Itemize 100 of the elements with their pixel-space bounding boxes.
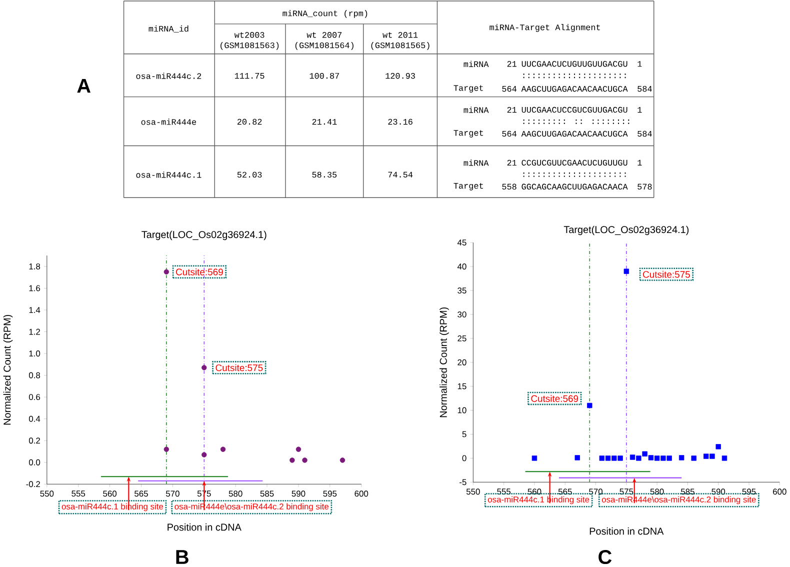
text: Target — [454, 182, 483, 190]
x-tick-label: 585 — [680, 488, 694, 494]
text: miRNA_id — [148, 25, 188, 32]
text: 23.16 — [388, 118, 412, 124]
point — [666, 455, 672, 461]
x-tick-label: 580 — [650, 488, 664, 494]
y-tick-label: 1.6 — [29, 285, 40, 292]
y-tick-label: 1.8 — [29, 263, 40, 270]
text: miRNA_count (rpm) — [282, 10, 368, 18]
x-tick-label: 585 — [260, 490, 274, 496]
point — [630, 454, 636, 460]
x-tick-label: 600 — [354, 490, 368, 496]
text: (GSM1081563) — [220, 42, 279, 50]
x-tick-label: 570 — [166, 490, 180, 496]
point — [722, 455, 728, 461]
point — [296, 446, 302, 452]
point — [220, 446, 226, 452]
y-tick-label: 0.2 — [28, 437, 40, 444]
text: ::::::::::::::::::::: — [523, 172, 626, 177]
y-tick-label: 10 — [458, 407, 466, 414]
y-tick-label: 45 — [457, 239, 466, 246]
text: wt2003 — [234, 32, 264, 38]
x-tick-label: 600 — [773, 488, 786, 494]
x-tick-label: 560 — [528, 488, 542, 494]
y-tick-label: 30 — [458, 311, 466, 318]
text: ::::::::: :: :::::::: — [523, 119, 630, 124]
y-tick-label: 0.8 — [28, 372, 40, 378]
y-tick-label: 15 — [458, 383, 466, 390]
point — [636, 455, 642, 461]
point — [624, 268, 630, 274]
point — [716, 444, 721, 450]
text: Target — [454, 130, 483, 138]
y-tick-label: 0.4 — [28, 416, 40, 422]
text: 1 — [638, 60, 642, 66]
point — [290, 457, 295, 463]
text: 74.54 — [388, 172, 413, 178]
x-tick-label: 565 — [558, 488, 572, 494]
chart-title: Target(LOC_Os02g36924.1) — [142, 230, 266, 240]
text: 578 — [638, 184, 652, 190]
text: miRNA — [464, 60, 489, 67]
text: osa-miR444c.1 — [136, 171, 202, 178]
x-tick-label: 555 — [72, 490, 86, 496]
chart-title: Target(LOC_Os02g36924.1) — [564, 226, 689, 235]
point — [678, 454, 684, 460]
x-tick-label: 550 — [466, 488, 480, 494]
x-axis-title: Position in cDNA — [590, 527, 664, 535]
annotation: Cutsite:569 — [176, 268, 223, 276]
text: AAGCUUGAGACAACAACUGCA — [521, 130, 628, 136]
y-axis-title: Normalized Count (RPM) — [440, 307, 449, 417]
text: Target — [454, 84, 483, 92]
text: AAGCUUGAGACAACAACUGCA — [521, 86, 628, 92]
y-tick-label: -5 — [460, 479, 466, 485]
text: (GSM1081565) — [371, 42, 430, 50]
text: C — [598, 550, 612, 564]
text: 1 — [638, 106, 642, 112]
x-tick-label: 565 — [134, 490, 148, 496]
x-tick-label: 570 — [589, 488, 602, 494]
y-tick-label: 0 — [462, 455, 466, 461]
text: osa-miR444c.2 — [136, 72, 202, 79]
text: 58.35 — [312, 172, 337, 178]
text: UUCGAACUCCGUCGUUGACGU — [522, 106, 628, 112]
point — [340, 457, 346, 463]
text: 564 — [502, 130, 516, 136]
text: miRNA — [464, 106, 489, 113]
text: osa-miR444e — [141, 118, 196, 125]
y-tick-label: 5 — [462, 431, 466, 437]
point — [704, 453, 709, 459]
text: ::::::::::::::::::::: — [523, 73, 626, 78]
text: wt 2011 — [382, 32, 418, 38]
annotation: Cutsite:575 — [216, 364, 263, 371]
y-tick-label: 25 — [458, 335, 466, 342]
text: 1 — [638, 160, 642, 166]
text: 21 — [507, 106, 516, 112]
text: 20.82 — [237, 118, 262, 124]
text: UUCGAACUCUGUUGUUGACGU — [522, 60, 628, 67]
x-tick-label: 595 — [742, 488, 756, 494]
point — [164, 269, 170, 274]
point — [202, 452, 207, 458]
text: 558 — [502, 184, 516, 190]
point — [202, 364, 207, 370]
point — [691, 455, 696, 461]
point — [574, 454, 580, 460]
y-tick-label: 1.2 — [29, 328, 40, 335]
y-tick-label: 35 — [458, 287, 466, 294]
y-tick-label: 40 — [457, 263, 466, 270]
point — [642, 451, 648, 456]
point — [532, 455, 538, 461]
point — [164, 446, 170, 452]
text: 564 — [502, 86, 516, 92]
text: wt 2007 — [306, 32, 342, 38]
text: 120.93 — [386, 72, 415, 79]
point — [654, 455, 660, 461]
x-tick-label: 590 — [292, 490, 306, 496]
text: 111.75 — [234, 72, 264, 78]
text: GGCAGCAAGCUUGAGACAACA — [522, 184, 628, 190]
text: miRNA-Target Alignment — [490, 24, 600, 32]
text: 21 — [507, 60, 516, 67]
y-tick-label: 1.0 — [29, 350, 40, 356]
text: 52.03 — [237, 172, 262, 178]
point — [599, 455, 604, 461]
